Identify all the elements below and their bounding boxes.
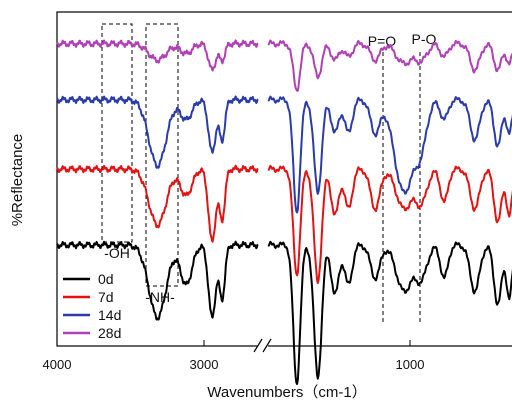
series-line-14d-right — [267, 95, 512, 214]
x-tick-label-3000: 3000 — [190, 357, 219, 372]
legend-label-14d: 14d — [98, 307, 121, 323]
series-line-7d-left — [56, 164, 259, 243]
nh-region-box — [145, 23, 179, 287]
series-line-14d-left — [56, 95, 259, 169]
p-double-o-label: P=O — [368, 33, 397, 49]
nh-label: -NH- — [145, 289, 175, 305]
oh-label: -OH — [104, 245, 130, 261]
series-line-28d-left — [56, 39, 259, 72]
legend: 0d 7d 14d 28d — [63, 271, 121, 341]
legend-label-28d: 28d — [98, 325, 121, 341]
legend-label-0d: 0d — [98, 271, 114, 287]
y-axis-title: %Reflectance — [9, 134, 26, 227]
series-line-28d-right — [267, 39, 512, 92]
plot-frame — [56, 11, 512, 347]
p-single-o-label: P-O — [412, 31, 437, 47]
series-line-7d-right — [267, 164, 512, 284]
axis-break-mark-left — [253, 338, 263, 353]
axis-break-mark-right — [262, 338, 272, 353]
oh-region-box — [101, 23, 133, 243]
x-tick-label-4000: 4000 — [43, 357, 72, 372]
axis-break-gap — [258, 340, 268, 352]
series-line-0d-left — [56, 240, 259, 321]
series-line-0d-right — [267, 240, 512, 385]
x-axis-title: Wavenumbers（cm-1） — [207, 384, 366, 401]
x-tick-label-1000: 1000 — [396, 357, 425, 372]
series-layer — [56, 39, 512, 385]
legend-label-7d: 7d — [98, 289, 114, 305]
